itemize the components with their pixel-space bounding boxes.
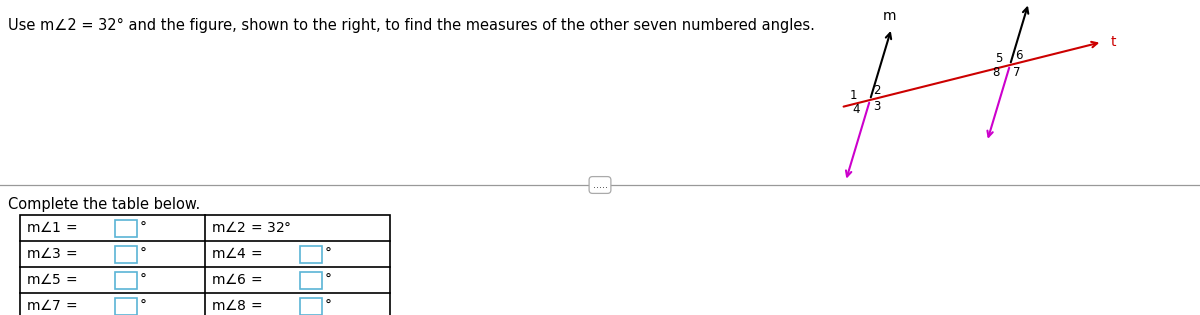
Text: °: °: [325, 273, 332, 287]
Text: m$\angle$6 =: m$\angle$6 =: [211, 272, 263, 288]
Text: °: °: [140, 299, 148, 313]
Text: Complete the table below.: Complete the table below.: [8, 197, 200, 212]
Bar: [300, 297, 322, 314]
Text: m: m: [883, 9, 896, 23]
Text: m$\angle$5 =: m$\angle$5 =: [26, 272, 77, 288]
Text: 7: 7: [1013, 66, 1021, 78]
Text: m$\angle$4 =: m$\angle$4 =: [211, 247, 263, 261]
Text: m$\angle$3 =: m$\angle$3 =: [26, 247, 77, 261]
Text: 5: 5: [995, 51, 1002, 65]
Text: m$\angle$7 =: m$\angle$7 =: [26, 299, 77, 313]
Text: 1: 1: [850, 89, 857, 102]
Text: Use m∠2 = 32° and the figure, shown to the right, to find the measures of the ot: Use m∠2 = 32° and the figure, shown to t…: [8, 18, 815, 33]
Text: .....: .....: [593, 180, 607, 190]
Bar: [115, 220, 137, 237]
Text: m$\angle$2 = 32°: m$\angle$2 = 32°: [211, 220, 292, 236]
Text: m$\angle$1 =: m$\angle$1 =: [26, 220, 77, 236]
Text: 8: 8: [992, 66, 1000, 78]
Bar: [300, 245, 322, 262]
Text: °: °: [140, 221, 148, 235]
Bar: [115, 297, 137, 314]
Text: 3: 3: [874, 100, 881, 113]
Bar: [300, 272, 322, 289]
Text: 2: 2: [874, 84, 881, 97]
Text: °: °: [325, 247, 332, 261]
Text: m$\angle$8 =: m$\angle$8 =: [211, 299, 263, 313]
Bar: [20, 215, 390, 315]
Text: 6: 6: [1015, 49, 1022, 62]
Text: °: °: [140, 273, 148, 287]
Text: °: °: [325, 299, 332, 313]
Text: t: t: [1110, 35, 1116, 49]
Bar: [115, 245, 137, 262]
Text: 4: 4: [852, 103, 859, 116]
Bar: [115, 272, 137, 289]
Text: n: n: [1033, 0, 1042, 1]
Text: °: °: [140, 247, 148, 261]
